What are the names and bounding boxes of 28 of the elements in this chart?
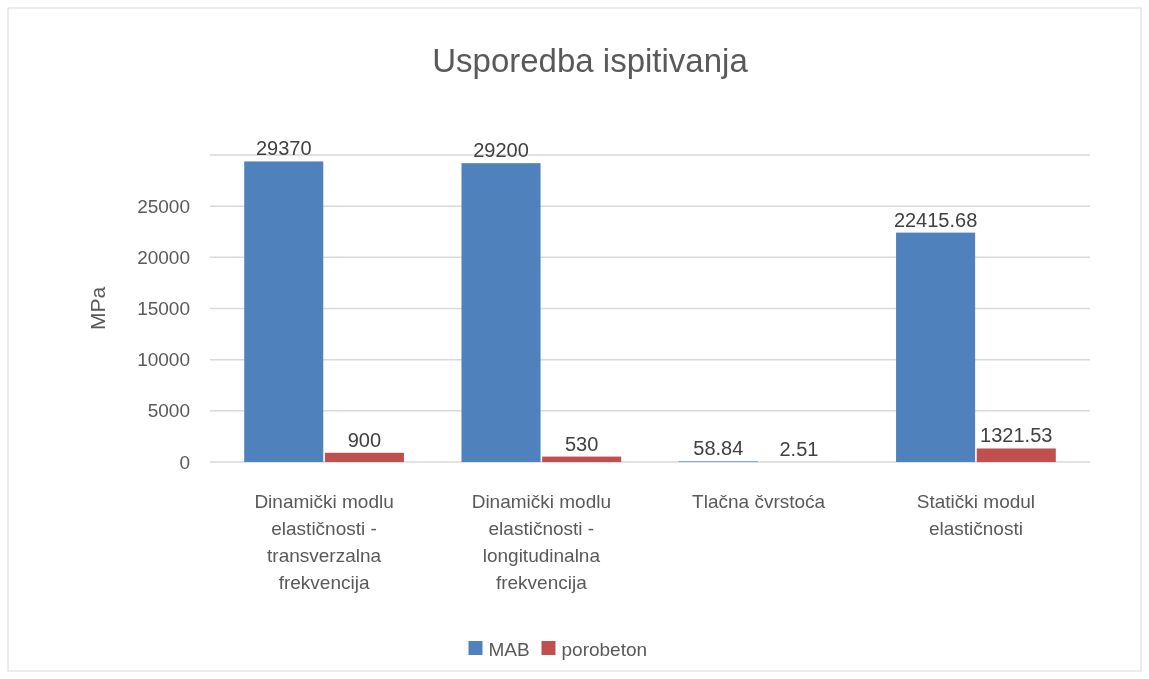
- bar: [976, 448, 1056, 462]
- y-tick-label: 0: [179, 451, 190, 473]
- legend-label: MAB: [488, 638, 530, 660]
- y-tick-label: 20000: [137, 246, 190, 268]
- y-tick-label: 10000: [137, 349, 190, 371]
- bar: [896, 232, 976, 462]
- x-tick-label: Dinamički modlu elastičnosti - longitudinalna frekvencija: [471, 491, 612, 593]
- y-tick-label: 5000: [147, 400, 190, 422]
- bar: [461, 163, 541, 462]
- y-tick-label: 25000: [137, 195, 190, 217]
- data-label: 58.84: [693, 437, 744, 460]
- x-tick-label: Dinamički modlu elastičnosti - transverzalna frekvencija: [254, 491, 394, 593]
- data-label: 29200: [473, 139, 529, 162]
- bar: [324, 452, 404, 462]
- data-label: 22415.68: [893, 208, 978, 231]
- bar: [244, 161, 324, 462]
- x-tick-label: Statički modul elastičnosti: [916, 491, 1036, 539]
- y-tick-label: 15000: [137, 298, 190, 320]
- chart-title: Usporedba ispitivanja: [432, 42, 749, 79]
- y-axis-title: MPa: [86, 286, 109, 331]
- data-label: 2.51: [779, 437, 819, 460]
- legend-label: porobeton: [561, 638, 648, 660]
- data-label: 530: [565, 432, 599, 455]
- data-label: 1321.53: [980, 424, 1053, 447]
- x-tick-label: Tlačna čvrstoća: [692, 491, 826, 512]
- data-label: 900: [347, 428, 382, 451]
- data-label: 29370: [255, 137, 312, 160]
- bar: [542, 456, 622, 462]
